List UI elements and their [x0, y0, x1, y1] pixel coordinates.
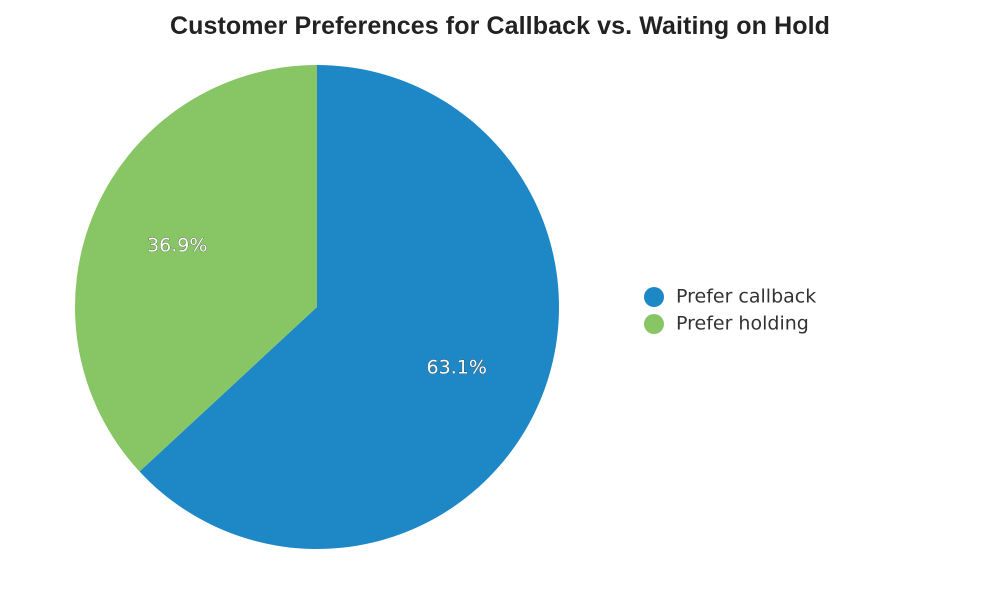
pie-slice-prefer-holding [74, 65, 318, 472]
legend-marker-prefer-callback [644, 287, 664, 307]
slice-label-prefer-holding: 36.9% [147, 235, 207, 257]
pie-slices [74, 65, 559, 549]
legend-marker-prefer-holding [644, 314, 664, 334]
legend-item-prefer-callback[interactable]: Prefer callback [644, 286, 816, 308]
chart-title: Customer Preferences for Callback vs. Wa… [169, 12, 831, 40]
legend-item-prefer-holding[interactable]: Prefer holding [644, 313, 809, 335]
pie-slice-labels: 63.1% 36.9% [147, 234, 487, 379]
legend-label-prefer-callback: Prefer callback [676, 286, 816, 308]
legend: Prefer callback Prefer holding [644, 286, 816, 335]
legend-label-prefer-holding: Prefer holding [676, 313, 809, 335]
slice-label-prefer-callback: 63.1% [427, 356, 487, 378]
pie-slice-prefer-callback [139, 65, 559, 549]
